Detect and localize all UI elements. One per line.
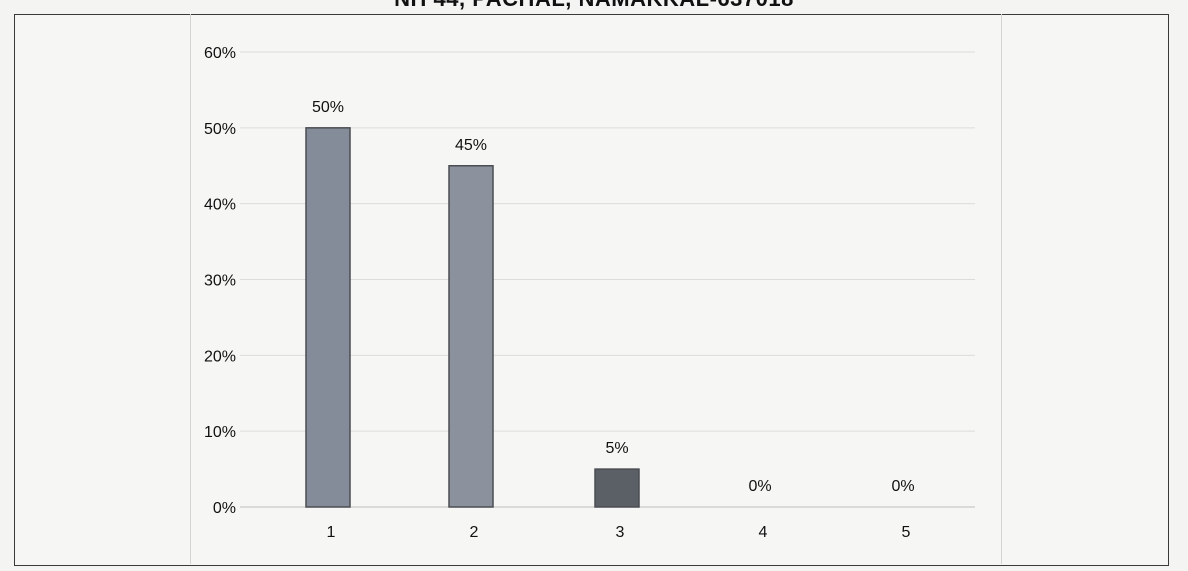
data-label: 0%	[891, 478, 914, 495]
y-tick-label: 50%	[204, 121, 236, 138]
y-tick-label: 20%	[204, 348, 236, 365]
data-label: 45%	[455, 137, 487, 154]
chart-frame	[14, 14, 1169, 566]
y-tick-label: 30%	[204, 273, 236, 290]
x-tick-label: 2	[470, 524, 479, 541]
y-tick-label: 60%	[204, 45, 236, 62]
gridlines	[240, 51, 975, 508]
data-label: 0%	[748, 478, 771, 495]
bars	[305, 127, 640, 508]
x-tick-label: 3	[616, 524, 625, 541]
bar	[305, 127, 351, 508]
data-labels: 50% 45% 5% 0% 0%	[312, 99, 915, 495]
y-tick-label: 0%	[213, 500, 236, 517]
x-tick-label: 1	[327, 524, 336, 541]
y-tick-label: 10%	[204, 424, 236, 441]
bar	[594, 468, 640, 508]
bar	[448, 165, 494, 508]
plot-panel	[190, 14, 1002, 564]
x-tick-label: 5	[902, 524, 911, 541]
data-label: 50%	[312, 99, 344, 116]
data-label: 5%	[605, 440, 628, 457]
x-axis-ticks: 1 2 3 4 5	[327, 524, 911, 541]
y-axis-ticks: 0% 10% 20% 30% 40% 50% 60%	[204, 45, 236, 517]
document-header: NH 44, PACHAL, NAMAKKAL-637018	[0, 0, 1188, 12]
x-tick-label: 4	[759, 524, 768, 541]
y-tick-label: 40%	[204, 197, 236, 214]
